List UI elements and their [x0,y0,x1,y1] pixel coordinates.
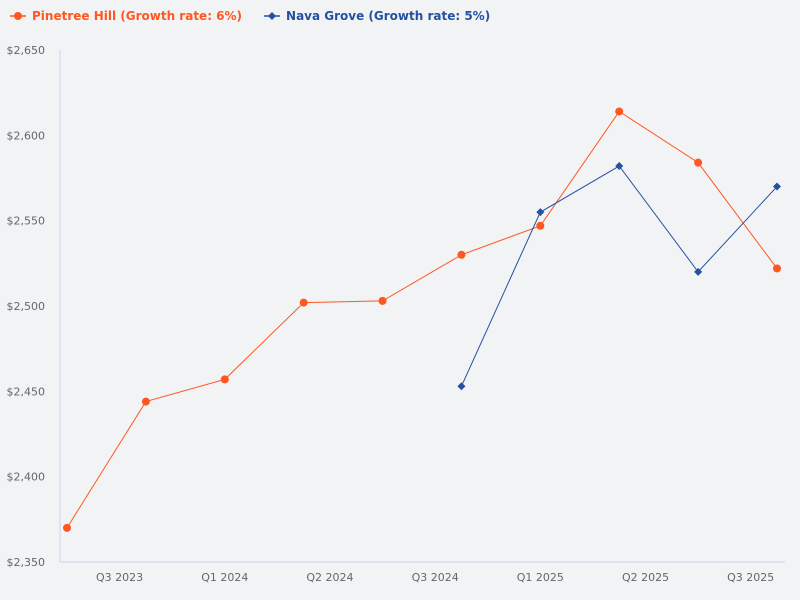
data-point [141,397,150,406]
data-point [378,296,387,305]
x-tick-label: Q2 2024 [306,571,353,584]
legend-label: Pinetree Hill (Growth rate: 6%) [32,9,243,23]
data-point [694,158,703,167]
data-point [536,208,545,217]
y-tick-label: $2,500 [7,300,46,313]
series-0 [63,107,781,532]
data-point [457,250,466,259]
x-tick-label: Q3 2025 [727,571,774,584]
circle-marker-icon [10,12,26,20]
data-point [536,221,545,230]
data-point [63,523,71,532]
data-point [457,382,466,391]
diamond-marker-icon [264,12,281,20]
y-tick-label: $2,350 [7,556,46,569]
data-point [773,264,781,273]
series-1 [457,162,781,391]
data-point [615,107,624,116]
legend-item-nava-grove[interactable]: Nava Grove (Growth rate: 5%) [264,9,490,23]
y-tick-label: $2,600 [7,129,46,142]
data-point [773,182,781,191]
x-tick-label: Q1 2024 [201,571,248,584]
series-line [460,165,778,387]
series-lines [63,107,781,532]
legend: Pinetree Hill (Growth rate: 6%) Nava Gro… [10,9,490,23]
x-tick-label: Q3 2023 [96,571,143,584]
data-point [615,162,624,171]
data-point [299,298,308,307]
y-tick-label: $2,400 [7,471,46,484]
y-tick-label: $2,650 [7,44,46,57]
legend-item-pinetree-hill[interactable]: Pinetree Hill (Growth rate: 6%) [10,9,242,23]
legend-label: Nava Grove (Growth rate: 5%) [286,9,491,23]
x-tick-label: Q3 2024 [412,571,459,584]
y-tick-label: $2,450 [7,385,46,398]
data-point [694,267,703,276]
series-line [66,110,778,529]
x-tick-label: Q1 2025 [517,571,564,584]
x-tick-label: Q2 2025 [622,571,669,584]
y-tick-label: $2,550 [7,215,46,228]
data-point [220,375,229,384]
axes: $2,350 $2,400 $2,450 $2,500 $2,550 $2,600 $2,6… [7,44,785,584]
